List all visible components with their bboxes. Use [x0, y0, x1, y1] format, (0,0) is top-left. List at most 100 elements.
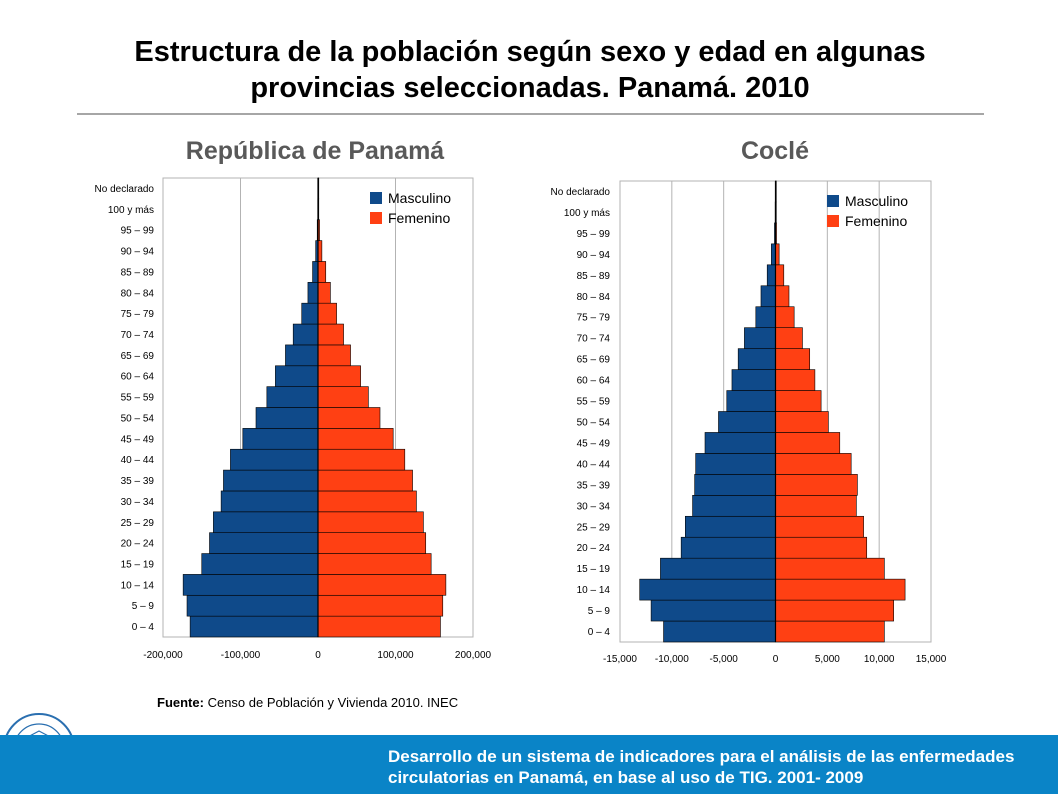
bar-masculino — [695, 453, 776, 475]
y-tick-label: 50 – 54 — [577, 417, 611, 428]
chart-title-cocle: Coclé — [740, 137, 810, 165]
legend-label: Masculino — [388, 190, 451, 206]
bar-femenino — [775, 432, 841, 454]
y-tick-label: 100 y más — [564, 208, 610, 219]
bar-femenino — [775, 285, 790, 308]
bar-femenino — [775, 264, 785, 287]
y-tick-label: No declarado — [551, 187, 611, 198]
y-tick-label: 45 – 49 — [577, 438, 611, 449]
bar-femenino — [775, 536, 868, 559]
y-tick-label: 20 – 24 — [121, 539, 155, 550]
y-tick-label: 90 – 94 — [577, 250, 611, 261]
y-tick-label: 75 – 79 — [121, 309, 155, 320]
y-tick-label: 30 – 34 — [121, 497, 155, 508]
y-tick-label: 75 – 79 — [577, 313, 611, 324]
bar-masculino — [771, 243, 776, 266]
y-tick-label: 0 – 4 — [132, 622, 155, 633]
bar-masculino — [718, 411, 776, 433]
source-label: Fuente: — [157, 695, 204, 710]
y-tick-label: 80 – 84 — [121, 288, 155, 299]
footer-text: Desarrollo de un sistema de indicadores … — [388, 747, 1015, 787]
y-tick-label: 80 – 84 — [577, 292, 611, 303]
bar-femenino — [775, 369, 816, 391]
y-tick-label: 90 – 94 — [121, 247, 155, 258]
y-tick-label: 10 – 14 — [121, 580, 155, 591]
bar-masculino — [726, 390, 776, 412]
y-tick-label: 100 y más — [108, 205, 154, 216]
y-tick-label: 5 – 9 — [588, 606, 611, 617]
x-tick-label: -200,000 — [143, 650, 183, 661]
y-tick-label: 20 – 24 — [577, 543, 611, 554]
y-tick-label: 55 – 59 — [577, 397, 611, 408]
bar-masculino — [663, 620, 776, 643]
bar-femenino — [775, 390, 822, 412]
x-tick-label: 5,000 — [815, 654, 840, 665]
legend-label: Femenino — [388, 210, 450, 226]
bar-femenino — [775, 599, 894, 622]
y-tick-label: 70 – 74 — [577, 334, 611, 345]
y-tick-label: 70 – 74 — [121, 330, 155, 341]
source-text: Censo de Población y Vivienda 2010. INEC — [207, 695, 459, 710]
bar-femenino — [775, 327, 803, 349]
y-tick-label: 85 – 89 — [121, 267, 155, 278]
bar-femenino — [775, 348, 811, 370]
bar-masculino — [660, 557, 776, 580]
y-tick-label: 95 – 99 — [121, 226, 155, 237]
bar-femenino — [775, 557, 885, 580]
bar-masculino — [766, 264, 776, 287]
source-note: Fuente: Censo de Población y Vivienda 20… — [157, 695, 458, 710]
bar-masculino — [639, 578, 776, 601]
y-tick-label: 35 – 39 — [577, 480, 611, 491]
y-tick-label: 5 – 9 — [132, 601, 155, 612]
bar-masculino — [704, 432, 776, 454]
bar-masculino — [650, 599, 776, 622]
x-tick-label: 0 — [773, 654, 779, 665]
x-tick-label: 100,000 — [377, 650, 414, 661]
bar-femenino — [775, 515, 864, 538]
bar-femenino — [775, 474, 858, 496]
y-tick-label: 15 – 19 — [121, 559, 155, 570]
bar-masculino — [760, 285, 776, 308]
y-tick-label: 55 – 59 — [121, 393, 155, 404]
bar-masculino — [731, 369, 776, 391]
y-tick-label: 45 – 49 — [121, 434, 155, 445]
x-tick-label: -5,000 — [709, 654, 738, 665]
footer-bar — [0, 735, 1058, 794]
y-tick-label: 25 – 29 — [577, 522, 611, 533]
y-tick-label: 95 – 99 — [577, 229, 611, 240]
legend-label: Femenino — [845, 213, 907, 229]
bar-femenino — [775, 453, 852, 475]
bar-masculino — [692, 495, 776, 517]
page-title: Estructura de la población según sexo y … — [134, 36, 926, 104]
y-tick-label: 15 – 19 — [577, 564, 611, 575]
x-tick-label: 15,000 — [916, 654, 947, 665]
x-tick-label: 0 — [315, 650, 321, 661]
bar-masculino — [737, 348, 776, 370]
bar-femenino — [775, 411, 829, 433]
bar-femenino — [775, 620, 885, 643]
legend-swatch — [827, 215, 839, 227]
y-tick-label: 50 – 54 — [121, 413, 155, 424]
x-tick-label: -100,000 — [221, 650, 261, 661]
y-tick-label: 35 – 39 — [121, 476, 155, 487]
bar-masculino — [744, 327, 776, 349]
y-tick-label: No declarado — [95, 184, 155, 195]
x-tick-label: -15,000 — [603, 654, 637, 665]
legend-swatch — [827, 195, 839, 207]
bar-masculino — [694, 474, 776, 496]
bar-femenino — [775, 578, 906, 601]
x-tick-label: -10,000 — [655, 654, 689, 665]
y-tick-label: 65 – 69 — [577, 355, 611, 366]
bar-masculino — [755, 306, 776, 328]
bar-femenino — [775, 306, 795, 328]
y-tick-label: 40 – 44 — [577, 459, 611, 470]
y-tick-label: 25 – 29 — [121, 518, 155, 529]
chart-title-panama: República de Panamá — [185, 137, 445, 165]
legend-label: Masculino — [845, 193, 908, 209]
legend-swatch — [370, 212, 382, 224]
bar-femenino — [775, 495, 857, 517]
y-tick-label: 30 – 34 — [577, 501, 611, 512]
y-tick-label: 40 – 44 — [121, 455, 155, 466]
